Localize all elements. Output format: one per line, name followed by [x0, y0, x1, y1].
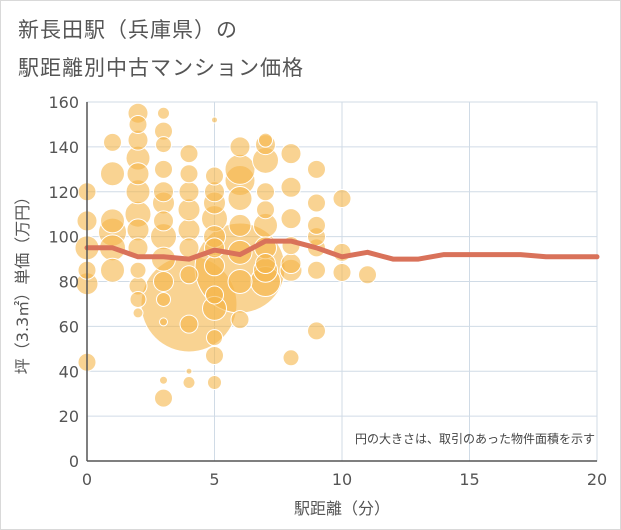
data-point [307, 159, 326, 179]
size-legend-note: 円の大きさは、取引のあった物件面積を示す [355, 431, 595, 446]
y-tick-label: 20 [59, 407, 79, 426]
y-tick-label: 80 [59, 273, 79, 292]
data-point [307, 321, 326, 341]
data-point [228, 213, 252, 237]
x-tick-label: 20 [587, 470, 607, 489]
data-point [100, 257, 125, 283]
average-line [84, 238, 600, 262]
data-point [153, 181, 174, 203]
axis-layer: 0 20 40 60 80 100 120 160 140 0 5 10 15 20 [48, 93, 607, 489]
data-point [179, 144, 199, 164]
data-point [224, 153, 256, 185]
data-point [227, 269, 253, 294]
data-point [126, 162, 150, 186]
data-point [332, 188, 352, 208]
x-tick-label: 15 [459, 470, 479, 489]
x-tick-label: 10 [332, 470, 352, 489]
data-point [229, 136, 251, 158]
data-point [205, 166, 224, 186]
data-point [207, 374, 222, 390]
data-point [307, 260, 326, 280]
data-point [100, 208, 125, 234]
data-point [256, 200, 275, 220]
data-point [332, 263, 352, 283]
chart-title-line2: 駅距離別中古マンション価格 [18, 56, 304, 80]
data-point [227, 185, 253, 211]
data-point [154, 388, 173, 408]
y-tick-label: 0 [69, 452, 79, 471]
chart-title-line1: 新長田駅（兵庫県）の [18, 18, 238, 42]
y-tick-label: 120 [48, 183, 79, 202]
data-point [103, 132, 122, 152]
y-tick-label: 160 [48, 93, 79, 112]
data-point [204, 255, 225, 277]
y-tick-label: 60 [59, 317, 79, 336]
data-point [280, 143, 302, 165]
average-line-layer [84, 238, 600, 262]
data-point [205, 346, 224, 366]
x-tick-label: 5 [209, 470, 219, 489]
data-point [153, 271, 174, 292]
data-point [185, 367, 193, 375]
data-point [129, 261, 147, 279]
data-point [256, 182, 275, 202]
data-point [179, 164, 199, 184]
data-point [307, 215, 326, 235]
data-point [255, 253, 276, 275]
data-point [154, 159, 173, 179]
data-point [211, 116, 218, 124]
data-point [258, 132, 273, 148]
y-axis-label: 坪（3.3㎡）単価（万円） [13, 189, 32, 374]
data-point [132, 307, 144, 319]
x-tick-label: 0 [82, 470, 92, 489]
data-point [307, 193, 326, 213]
data-point [159, 317, 168, 327]
data-point [178, 181, 200, 203]
data-point [282, 349, 300, 367]
data-point [206, 329, 223, 347]
data-point [128, 114, 148, 134]
data-point [280, 253, 302, 275]
data-point [157, 106, 170, 120]
data-point [153, 210, 174, 232]
data-point [230, 310, 250, 330]
y-tick-label: 100 [48, 228, 79, 247]
x-axis-label: 駅距離（分） [294, 499, 390, 518]
data-point [205, 285, 224, 305]
y-tick-label: 140 [48, 138, 79, 157]
data-point [159, 375, 168, 385]
data-point [100, 161, 125, 187]
data-point [179, 265, 199, 285]
data-point [155, 136, 172, 154]
data-point [129, 290, 147, 308]
y-tick-label: 40 [59, 362, 79, 381]
data-point [280, 176, 302, 198]
data-point [182, 375, 196, 389]
data-point [179, 314, 199, 334]
data-point [156, 291, 171, 307]
data-point [358, 265, 377, 285]
bubble-layer [74, 102, 377, 408]
data-point [280, 208, 302, 230]
